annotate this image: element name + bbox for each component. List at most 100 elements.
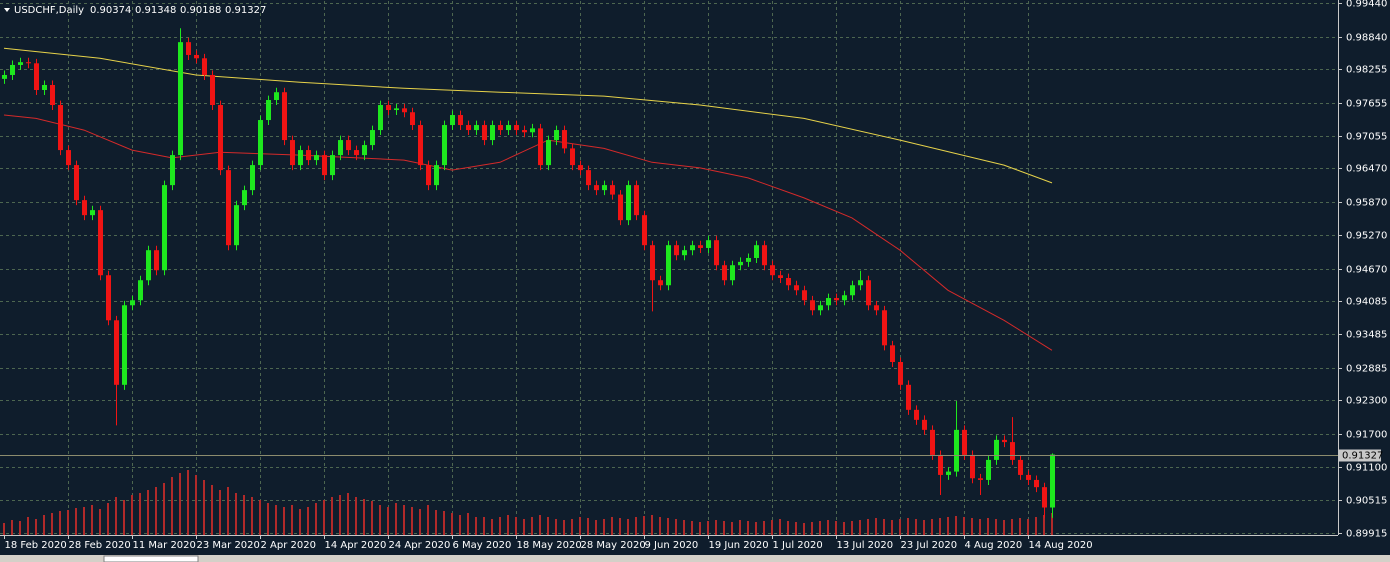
volume-bar: [75, 508, 77, 535]
candle-body: [530, 128, 535, 133]
candle-body: [154, 250, 159, 271]
current-price-box: [1339, 449, 1381, 462]
candle-body: [658, 280, 663, 286]
volume-bar: [955, 516, 957, 535]
current-price-label: 0.91327: [1342, 451, 1383, 462]
volume-bar: [235, 493, 237, 535]
candle-body: [794, 285, 799, 291]
candle-body: [74, 165, 79, 201]
candle-body: [1050, 454, 1055, 508]
volume-bar: [675, 519, 677, 535]
candle-body: [674, 245, 679, 256]
candle-body: [602, 185, 607, 191]
candle-body: [786, 278, 791, 286]
y-tick-label: 0.94670: [1346, 265, 1387, 276]
candle-body: [986, 459, 991, 480]
volume-bar: [107, 503, 109, 535]
candle-body: [506, 125, 511, 131]
candle-body: [90, 210, 95, 216]
volume-bar: [299, 509, 301, 535]
volume-bar: [171, 477, 173, 535]
volume-bar: [667, 518, 669, 535]
volume-bar: [347, 493, 349, 535]
volume-bar: [883, 519, 885, 535]
candle-body: [738, 261, 743, 266]
volume-bar: [763, 521, 765, 535]
candle-body: [162, 185, 167, 271]
candle-body: [538, 128, 543, 166]
volume-bar: [659, 517, 661, 535]
active-tab[interactable]: [103, 555, 199, 562]
volume-bar: [923, 520, 925, 535]
volume-bar: [539, 515, 541, 535]
candle-body: [2, 74, 7, 79]
volume-bar: [723, 521, 725, 535]
volume-bar: [43, 515, 45, 535]
candle-body: [818, 305, 823, 311]
volume-bar: [931, 519, 933, 535]
candle-body: [106, 275, 111, 321]
candle-body: [474, 125, 479, 131]
candle-body: [578, 165, 583, 171]
volume-bar: [379, 505, 381, 535]
candle-body: [42, 84, 47, 90]
volume-bar: [123, 500, 125, 535]
candle-body: [346, 140, 351, 151]
volume-bar: [307, 507, 309, 535]
y-tick-label: 0.89915: [1346, 529, 1387, 540]
volume-bar: [35, 519, 37, 535]
x-tick-label: 6 May 2020: [453, 540, 512, 551]
candle-body: [850, 285, 855, 296]
candle-body: [338, 140, 343, 156]
candle-body: [250, 165, 255, 191]
candle-body: [634, 185, 639, 216]
candle-body: [938, 454, 943, 475]
candle-body: [354, 150, 359, 156]
volume-bar: [259, 500, 261, 535]
candle-body: [290, 140, 295, 166]
x-tick-label: 28 Feb 2020: [69, 540, 131, 551]
x-tick-label: 9 Jun 2020: [645, 540, 699, 551]
open-price: 0.90374: [90, 5, 131, 16]
volume-bar: [1035, 517, 1037, 535]
candle-body: [34, 63, 39, 90]
candle-body: [242, 190, 247, 206]
candle-body: [186, 42, 191, 55]
volume-bar: [803, 523, 805, 535]
candle-body: [50, 84, 55, 106]
candle-body: [370, 130, 375, 146]
volume-bar: [571, 519, 573, 535]
candle-body: [218, 105, 223, 171]
volume-bar: [147, 490, 149, 535]
volume-bar: [395, 503, 397, 535]
volume-bar: [451, 513, 453, 535]
candle-body: [298, 150, 303, 166]
candle-body: [554, 130, 559, 141]
volume-bar: [411, 507, 413, 535]
volume-bar: [1003, 520, 1005, 535]
candle-body: [946, 471, 951, 475]
candle-body: [482, 125, 487, 141]
candle-body: [122, 305, 127, 385]
symbol-menu-arrow[interactable]: [4, 8, 10, 12]
volume-bar: [739, 520, 741, 535]
volume-bar: [459, 515, 461, 535]
y-tick-label: 0.94085: [1346, 297, 1387, 308]
volume-bar: [819, 521, 821, 535]
close-price: 0.91327: [225, 5, 266, 16]
volume-bar: [99, 509, 101, 535]
volume-bar: [427, 505, 429, 535]
x-tick-label: 14 Apr 2020: [325, 540, 387, 551]
candle-body: [402, 108, 407, 113]
volume-bar: [715, 520, 717, 535]
candle-body: [10, 64, 15, 75]
volume-bar: [1011, 519, 1013, 535]
volume-bar: [507, 515, 509, 535]
candle-body: [434, 165, 439, 186]
volume-bar: [635, 517, 637, 535]
candle-body: [858, 280, 863, 286]
volume-bar: [755, 522, 757, 535]
candle-body: [210, 74, 215, 106]
volume-bar: [699, 522, 701, 535]
